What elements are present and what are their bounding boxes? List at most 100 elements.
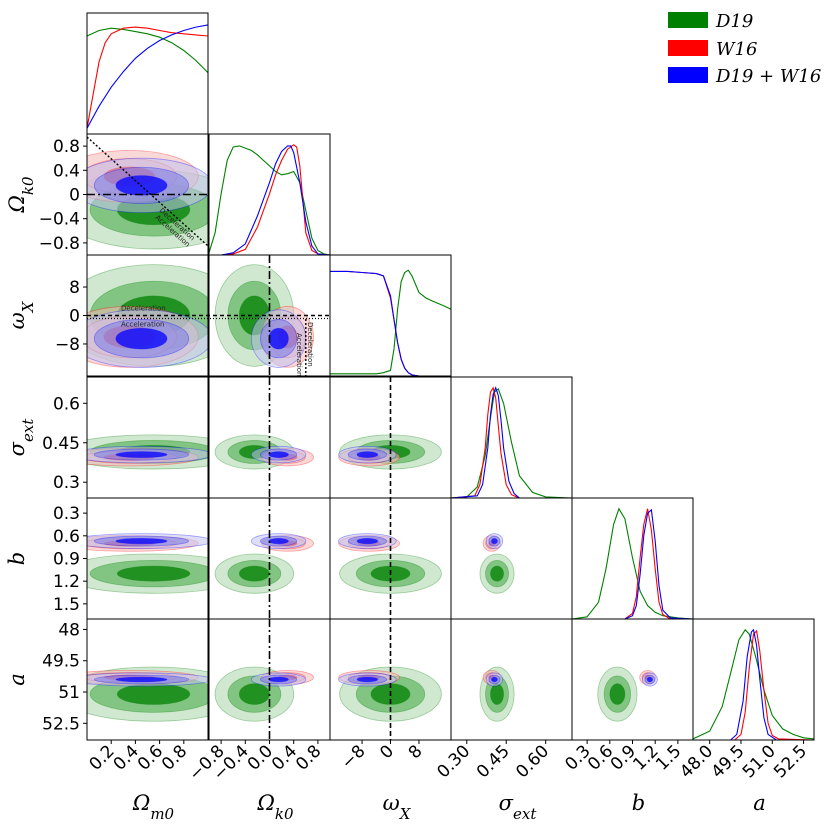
contour-D19-level-3 (609, 683, 626, 705)
contour-panel-b-sig (479, 533, 515, 594)
xlabel-sub-w: X (399, 805, 412, 823)
ytick-label-w-2: 8 (69, 278, 80, 298)
xtick-label-w-1: 0 (376, 741, 398, 763)
ytick-label-b-1: 1.2 (53, 572, 80, 592)
marginal-panel-a (693, 628, 814, 740)
marginal-panel-Om (87, 24, 208, 129)
contour-panel-b-Ok (214, 533, 314, 594)
contour-D19-level-3 (490, 683, 505, 705)
ytick-label-sig-2: 0.6 (53, 394, 80, 414)
contour-panel-sig-Om (87, 434, 208, 470)
xtick-label-a-1: 49.5 (708, 741, 749, 782)
xtick-label-a-3: 52.5 (770, 741, 811, 782)
xtick-label-a-0: 48.0 (676, 741, 717, 782)
contour-panel-Ok-Om (87, 150, 208, 250)
marginal-D19-sig (451, 387, 572, 498)
ylabel-w: ωX (5, 300, 37, 329)
ytick-label-w-1: 0 (69, 307, 80, 327)
ylabel-sig: σext (5, 418, 37, 457)
panel-frame-4-3 (450, 497, 573, 620)
contour-D19-W16-level-3 (115, 451, 168, 458)
contour-panel-sig-Ok (214, 434, 314, 470)
ylabel-Ok: Ωk0 (5, 176, 37, 214)
xtick-label-Ok-4: 0.8 (292, 741, 325, 774)
contour-D19-W16-level-3 (268, 451, 289, 458)
contour-D19-W16-level-3 (115, 538, 168, 545)
panels-layer: DecelerationAccelerationDecelerationAcce… (86, 24, 814, 740)
contour-D19-W16-level-3 (268, 327, 289, 350)
marginal-D19-W16-a (693, 628, 814, 740)
xtick-label-sig-1: 0.45 (473, 741, 514, 782)
contour-panel-a-Om (87, 666, 208, 722)
contour-D19-W16-level-3 (356, 676, 379, 683)
contour-D19-W16-level-3 (646, 676, 653, 683)
contour-D19-level-3 (490, 565, 505, 582)
marginal-panel-sig (451, 386, 572, 498)
marginal-W16-sig (451, 386, 572, 498)
marginal-D19-Ok (209, 145, 330, 255)
marginal-W16-Om (87, 26, 208, 129)
ytick-label-Ok-2: 0 (69, 186, 80, 206)
contour-D19-W16-level-3 (356, 451, 379, 458)
panel-frame-0-0 (86, 12, 209, 135)
ytick-label-a-2: 49.5 (42, 652, 80, 672)
ytick-label-a-0: 52.5 (42, 714, 80, 734)
panel-frame-2-2 (329, 254, 452, 377)
ytick-label-sig-1: 0.45 (42, 434, 80, 454)
xlabel-w: ωX (383, 791, 412, 823)
ytick-label-b-0: 1.5 (53, 595, 80, 615)
xlabel-sub-Ok: k0 (275, 805, 294, 823)
marginal-W16-b (572, 508, 693, 619)
marginal-D19-W16-sig (451, 386, 572, 498)
ylabel-b: b (5, 552, 29, 565)
legend-swatch-w16 (668, 40, 708, 56)
marginal-W16-w (330, 270, 451, 376)
legend-label-w16: W16 (716, 39, 757, 60)
contour-panel-w-Ok (214, 264, 314, 368)
marginal-D19-b (572, 507, 693, 619)
contour-D19-W16-level-3 (491, 676, 498, 683)
contour-D19-W16-level-3 (115, 676, 168, 683)
ylabel-sub-w: X (19, 300, 37, 313)
ylabel-a: a (5, 673, 29, 686)
legend-label-d19: D19 (715, 11, 753, 32)
xlabel-sub-Om: m0 (150, 805, 174, 823)
marginal-D19-W16-Om (87, 24, 208, 129)
panel-frame-5-0 (86, 618, 209, 741)
panel-frame-5-5 (692, 618, 815, 741)
xlabel-sub-sig: ext (513, 805, 537, 823)
marginal-panel-b (572, 507, 693, 619)
contour-panel-w-Om (87, 264, 208, 368)
xlabel-b: b (632, 791, 645, 815)
ytick-label-Ok-4: 0.8 (53, 137, 80, 157)
ytick-label-b-2: 0.9 (53, 550, 80, 570)
contour-D19-level-3 (116, 683, 191, 705)
ytick-label-b-3: 0.6 (53, 527, 80, 547)
ylabel-sub-sig: ext (19, 418, 37, 442)
xtick-label-sig-0: 0.30 (433, 741, 474, 782)
xtick-label-a-2: 51.0 (739, 741, 780, 782)
ylabel-sub-Ok: k0 (19, 176, 37, 195)
ytick-label-Ok-1: −0.4 (39, 210, 80, 230)
xtick-label-sig-2: 0.60 (512, 741, 553, 782)
xtick-label-w-2: 8 (405, 741, 427, 763)
marginal-D19-a (693, 628, 814, 740)
xlabel-a: a (753, 791, 766, 815)
annotation-om-w-deceleration: Deceleration (121, 305, 166, 313)
xlabel-sig: σext (499, 791, 538, 823)
ytick-label-Ok-0: −0.8 (39, 234, 80, 254)
contour-D19-level-3 (238, 683, 270, 705)
legend-swatch-d19-w16 (668, 67, 708, 83)
contour-D19-W16-level-3 (491, 538, 498, 545)
contour-panel-b-Om (87, 533, 208, 594)
contour-panel-a-Ok (214, 666, 314, 722)
marginal-D19-W16-Ok (209, 145, 330, 255)
annotation-om-w-acceleration: Acceleration (121, 321, 165, 329)
contour-D19-level-3 (238, 565, 270, 582)
contour-panel-a-b (597, 666, 658, 722)
ytick-label-a-3: 48 (58, 620, 80, 640)
xlabel-Om: Ωm0 (132, 791, 175, 823)
legend: D19 W16 D19 + W16 (668, 11, 821, 87)
legend-label-d19-w16: D19 + W16 (715, 66, 821, 87)
boundary-om-ok (86, 136, 209, 247)
